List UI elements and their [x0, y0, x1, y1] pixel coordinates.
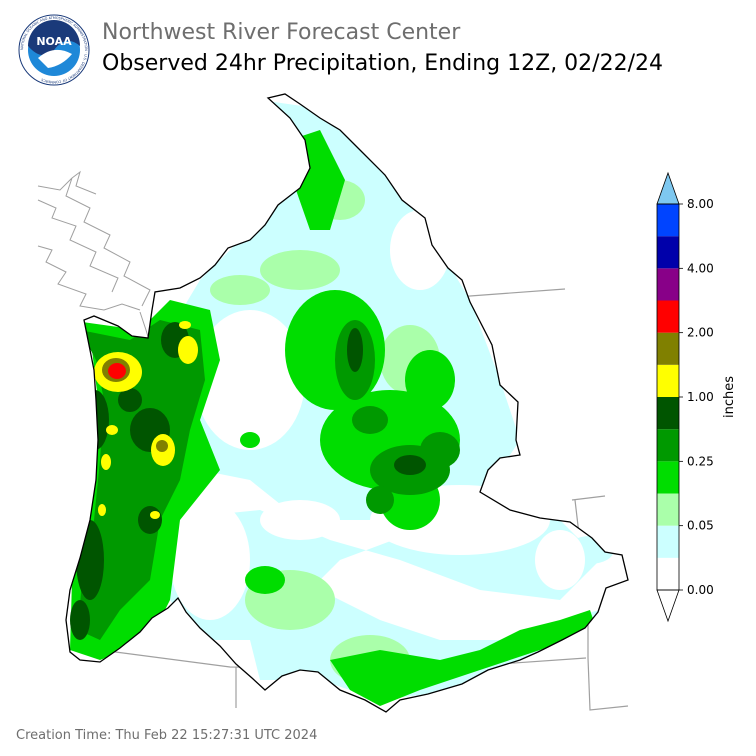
legend-tick-label: 4.00 [687, 261, 714, 275]
precipitation-map [37, 93, 629, 713]
legend-tick-label: 0.25 [687, 454, 714, 468]
noaa-logo: NOAA NATIONAL OCEANIC AND ATMOSPHERIC AD… [18, 14, 90, 86]
legend-bin [657, 364, 679, 397]
legend-tick-label: 0.00 [687, 583, 714, 597]
creation-time: Creation Time: Thu Feb 22 15:27:31 UTC 2… [16, 728, 318, 743]
legend-over-arrow [656, 171, 680, 205]
legend-bin [657, 557, 679, 590]
noaa-logo-text: NOAA [36, 35, 72, 48]
legend-bin [657, 300, 679, 333]
legend-bin [657, 429, 679, 462]
map-title: Observed 24hr Precipitation, Ending 12Z,… [102, 51, 663, 76]
legend-unit-label: inches [722, 376, 737, 418]
legend-bin [657, 397, 679, 430]
precipitation-field [66, 94, 628, 712]
precipitation-legend: 0.00 0.05 0.25 1.00 2.00 4.00 8.00 inches [656, 171, 737, 623]
legend-under-arrow [656, 589, 680, 623]
legend-bin [657, 236, 679, 269]
legend-ticks: 0.00 0.05 0.25 1.00 2.00 4.00 8.00 [679, 197, 714, 597]
legend-bin [657, 332, 679, 365]
legend-tick-label: 8.00 [687, 197, 714, 211]
legend-tick-label: 0.05 [687, 519, 714, 533]
legend-bin [657, 461, 679, 494]
legend-tick-label: 1.00 [687, 390, 714, 404]
org-title: Northwest River Forecast Center [102, 20, 461, 45]
legend-tick-label: 2.00 [687, 326, 714, 340]
legend-bin [657, 525, 679, 558]
legend-bin [657, 268, 679, 301]
legend-bin [657, 493, 679, 526]
legend-bins [657, 204, 679, 590]
legend-bin [657, 204, 679, 237]
